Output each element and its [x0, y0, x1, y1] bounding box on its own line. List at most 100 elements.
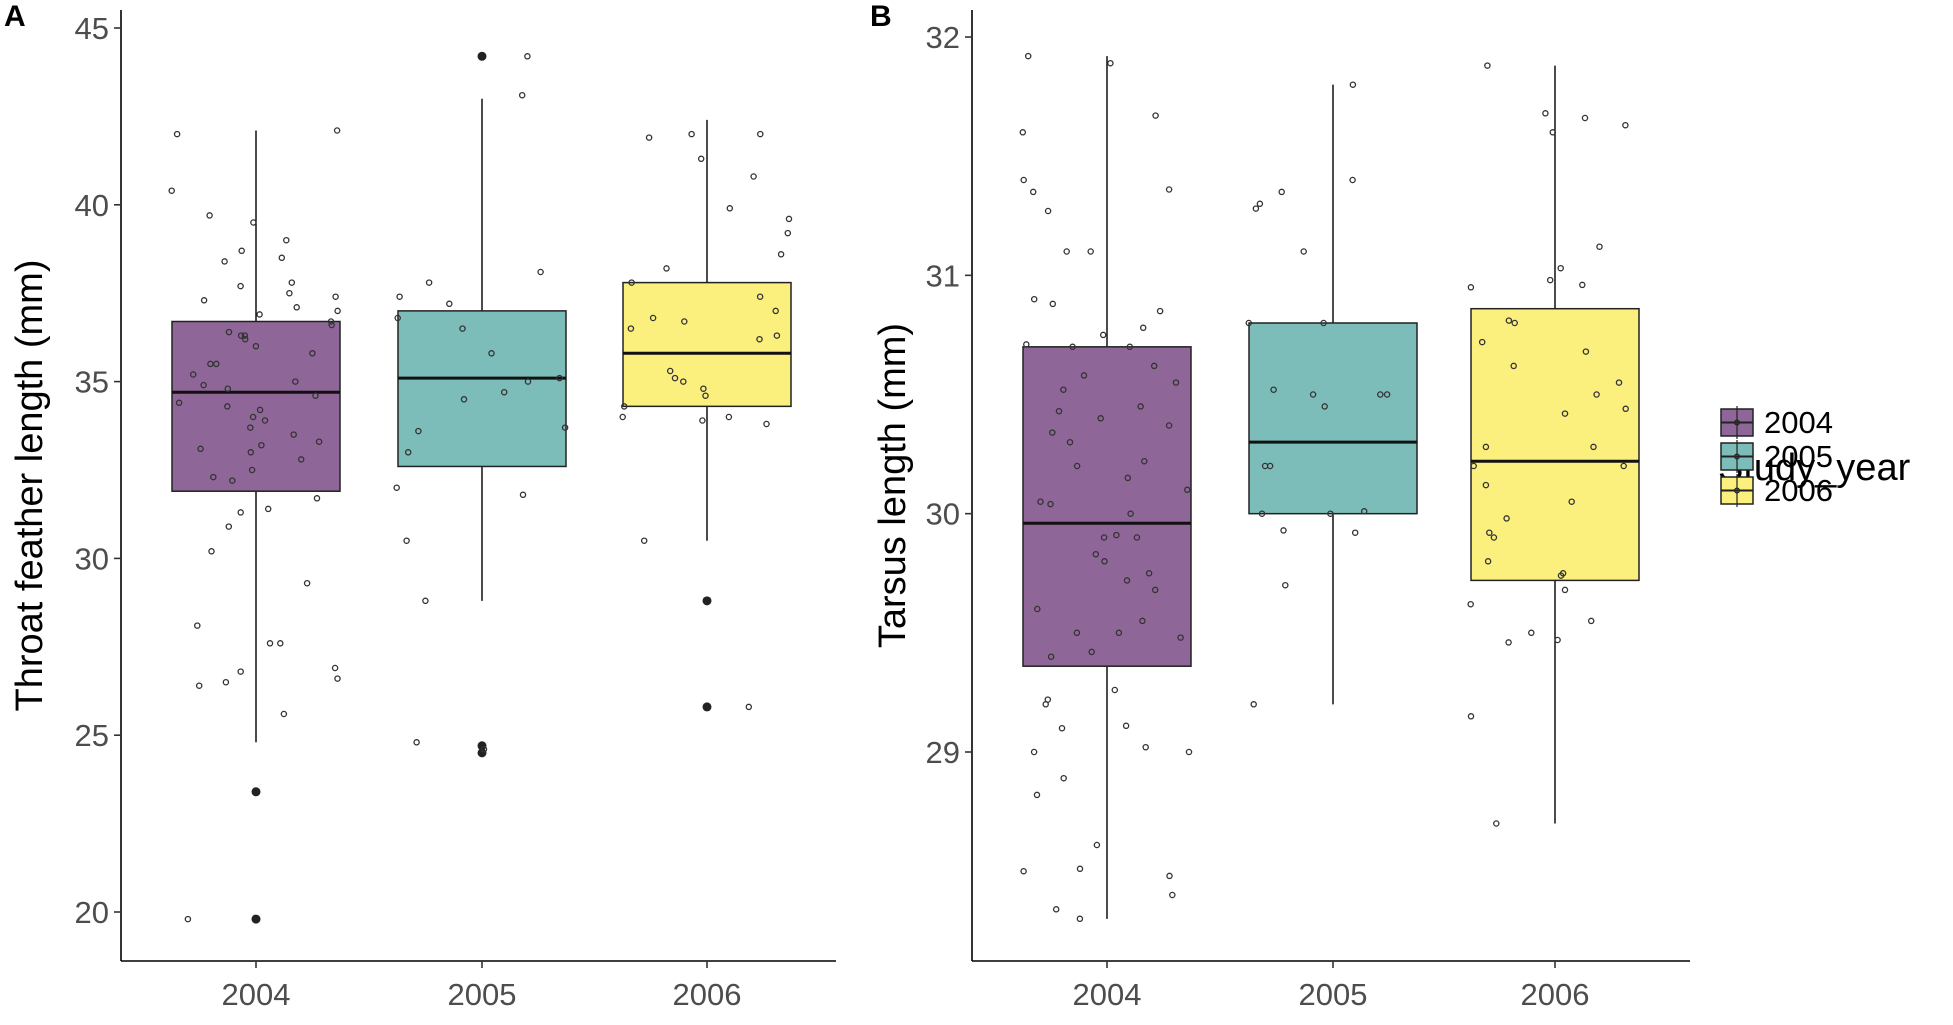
data-point	[238, 247, 245, 255]
data-point	[333, 127, 341, 134]
panel-a-tag: A	[4, 0, 26, 33]
data-point	[277, 640, 284, 647]
box-2004	[1022, 346, 1192, 667]
data-point	[1165, 422, 1173, 429]
data-point	[680, 378, 687, 385]
data-point	[1278, 188, 1285, 196]
data-point	[396, 293, 403, 300]
data-point	[1049, 429, 1056, 436]
data-point	[1467, 600, 1474, 608]
data-point	[241, 332, 249, 339]
data-point	[229, 477, 236, 484]
data-point	[1124, 474, 1132, 482]
panel-b-tag: B	[870, 0, 892, 33]
data-point	[1166, 872, 1173, 880]
data-point	[1092, 550, 1100, 558]
data-point	[756, 335, 763, 343]
data-point	[1060, 774, 1067, 782]
data-point	[280, 710, 288, 718]
data-point	[1320, 319, 1327, 327]
data-point	[1044, 207, 1052, 215]
data-point	[312, 392, 319, 399]
data-point	[256, 311, 263, 318]
data-point	[627, 325, 635, 332]
data-point	[189, 371, 197, 378]
legend-label-2006: 2006	[1764, 473, 1833, 508]
data-point	[247, 449, 255, 456]
y-tick-label: 40	[75, 188, 109, 223]
data-point	[237, 509, 244, 516]
y-tick-label: 32	[926, 20, 960, 55]
data-point	[1549, 129, 1557, 136]
data-point	[460, 396, 468, 403]
data-point	[224, 403, 231, 410]
data-point	[1546, 276, 1554, 284]
data-point	[290, 431, 297, 438]
data-point	[1615, 379, 1623, 386]
data-point	[393, 484, 400, 491]
data-point	[1111, 686, 1119, 694]
data-point	[1100, 534, 1108, 541]
data-point	[1280, 527, 1287, 534]
y-tick-label: 35	[75, 365, 109, 400]
data-point	[334, 675, 341, 682]
data-point	[1139, 324, 1147, 332]
data-point	[1177, 634, 1184, 641]
data-point	[459, 325, 466, 332]
outlier-point	[251, 787, 261, 797]
data-point	[1030, 748, 1038, 756]
data-point	[210, 473, 217, 481]
data-point	[1505, 317, 1513, 324]
data-point	[1470, 462, 1477, 470]
data-point	[446, 300, 453, 308]
data-point	[1087, 248, 1094, 255]
data-point	[334, 307, 341, 315]
data-point	[757, 130, 764, 138]
data-point	[195, 682, 203, 689]
legend-label-2005: 2005	[1764, 439, 1833, 474]
data-point	[1309, 391, 1317, 398]
data-point	[1080, 372, 1088, 379]
data-point	[283, 236, 290, 244]
data-point	[225, 328, 233, 336]
box-2005	[397, 310, 567, 468]
y-tick-label: 20	[75, 895, 109, 930]
data-point	[1073, 629, 1081, 637]
data-point	[1351, 529, 1359, 536]
data-point	[1020, 176, 1027, 184]
data-point	[1510, 362, 1517, 370]
data-point	[772, 307, 779, 315]
data-point	[175, 399, 183, 407]
box-2004	[171, 320, 341, 492]
data-point	[1139, 617, 1146, 625]
data-point	[640, 537, 648, 544]
outlier-point	[251, 914, 261, 924]
data-point	[394, 314, 401, 322]
data-point	[1156, 307, 1164, 315]
data-point	[266, 640, 274, 647]
data-point	[1185, 748, 1193, 756]
data-point	[237, 282, 244, 290]
legend-key-point	[1733, 419, 1740, 426]
data-point	[1101, 558, 1108, 565]
data-point	[700, 385, 707, 392]
data-point	[1063, 248, 1070, 255]
data-point	[681, 318, 688, 325]
data-point	[297, 456, 305, 463]
data-point	[200, 297, 208, 304]
box-2006	[622, 281, 792, 408]
data-point	[313, 495, 321, 502]
data-point	[250, 219, 257, 226]
data-point	[309, 350, 316, 357]
data-point	[1030, 295, 1038, 303]
data-point	[1115, 629, 1123, 637]
data-point	[1088, 648, 1095, 656]
data-point	[1484, 558, 1492, 565]
y-tick-label: 30	[926, 497, 960, 532]
data-point	[1377, 391, 1384, 398]
data-point	[315, 438, 323, 445]
data-point	[256, 406, 264, 414]
data-point	[173, 130, 181, 138]
data-point	[524, 53, 531, 60]
data-point	[756, 293, 764, 300]
